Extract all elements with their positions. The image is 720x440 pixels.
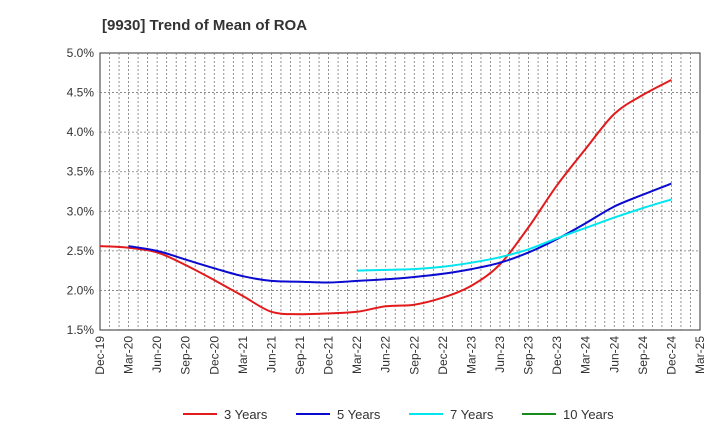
chart-title: [9930] Trend of Mean of ROA xyxy=(102,17,307,34)
x-tick-label: Jun-24 xyxy=(607,336,621,373)
series-line-5-years xyxy=(128,182,672,284)
x-tick-label: Dec-19 xyxy=(93,336,107,375)
plot-area: 1.5% 2.0% 2.5% 3.0% 3.5% 4.0% 4.5% 5.0% Dec-19 Ma… xyxy=(67,46,707,375)
x-tick-label: Jun-22 xyxy=(379,336,393,373)
x-tick-label: Mar-24 xyxy=(579,336,593,374)
legend-label-7-years: 7 Years xyxy=(450,407,494,422)
legend-label-10-years: 10 Years xyxy=(563,407,614,422)
x-tick-label: Jun-21 xyxy=(264,336,278,373)
y-tick-label: 4.0% xyxy=(67,125,95,139)
x-tick-label: Jun-20 xyxy=(150,336,164,373)
y-tick-label: 2.5% xyxy=(67,244,95,258)
legend-label-5-years: 5 Years xyxy=(337,407,381,422)
x-tick-label: Mar-21 xyxy=(236,336,250,374)
x-tick-label: Mar-23 xyxy=(464,336,478,374)
x-tick-label: Jun-23 xyxy=(493,336,507,373)
x-tick-label: Sep-24 xyxy=(636,336,650,375)
x-tick-label: Mar-25 xyxy=(693,336,707,374)
legend-label-3-years: 3 Years xyxy=(224,407,268,422)
x-tick-label: Sep-23 xyxy=(522,336,536,375)
y-tick-label: 1.5% xyxy=(67,323,95,337)
x-tick-label: Mar-22 xyxy=(350,336,364,374)
y-tick-label: 2.0% xyxy=(67,283,95,297)
x-tick-label: Sep-22 xyxy=(407,336,421,375)
x-tick-label: Dec-22 xyxy=(436,336,450,375)
y-tick-label: 4.5% xyxy=(67,86,95,100)
x-tick-label: Dec-21 xyxy=(322,336,336,375)
series-line-3-years xyxy=(99,79,672,316)
y-tick-label: 5.0% xyxy=(67,46,95,60)
x-tick-label: Dec-23 xyxy=(550,336,564,375)
legend: 3 Years 5 Years 7 Years 10 Years xyxy=(183,407,614,422)
x-tick-label: Dec-20 xyxy=(207,336,221,375)
x-tick-label: Dec-24 xyxy=(664,336,678,375)
y-tick-label: 3.5% xyxy=(67,165,95,179)
series-line-7-years xyxy=(357,198,672,272)
x-tick-label: Mar-20 xyxy=(122,336,136,374)
x-tick-label: Sep-20 xyxy=(179,336,193,375)
y-tick-label: 3.0% xyxy=(67,204,95,218)
plot-frame xyxy=(99,52,701,331)
x-tick-label: Sep-21 xyxy=(293,336,307,375)
